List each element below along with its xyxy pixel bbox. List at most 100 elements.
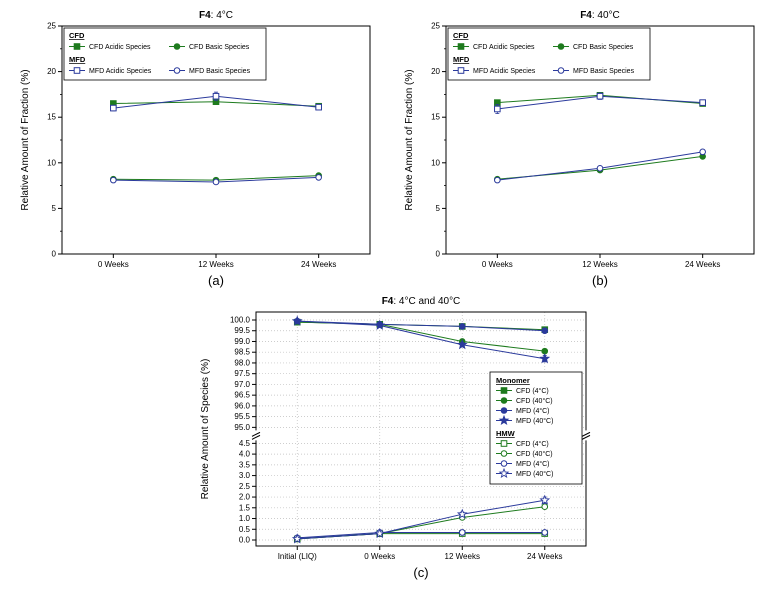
svg-text:MFD (40°C): MFD (40°C) bbox=[516, 470, 553, 478]
svg-text:Relative Amount of Species (%): Relative Amount of Species (%) bbox=[200, 359, 211, 500]
svg-text:0 Weeks: 0 Weeks bbox=[364, 552, 395, 561]
svg-text:99.0: 99.0 bbox=[234, 337, 250, 346]
plot-frame bbox=[255, 311, 587, 547]
svg-text:95.5: 95.5 bbox=[234, 412, 250, 421]
x-axis-ticks: 0 Weeks 12 Weeks 24 Weeks bbox=[98, 254, 336, 269]
svg-text:25: 25 bbox=[47, 22, 56, 31]
x-axis-ticks: Initial (LIQ) 0 Weeks 12 Weeks 24 Weeks bbox=[278, 546, 562, 561]
star-marker bbox=[291, 533, 303, 544]
svg-text:4.5: 4.5 bbox=[239, 439, 251, 448]
svg-text:Monomer: Monomer bbox=[496, 376, 530, 385]
svg-text:MFD Basic Species: MFD Basic Species bbox=[573, 68, 635, 75]
y-axis-ticks: 0 5 10 15 20 25 bbox=[47, 22, 62, 259]
circle-marker bbox=[500, 397, 508, 404]
svg-text:MFD Acidic Species: MFD Acidic Species bbox=[473, 68, 536, 75]
svg-text:2.0: 2.0 bbox=[239, 493, 251, 502]
circle-marker bbox=[173, 43, 181, 50]
svg-text:15: 15 bbox=[431, 113, 440, 122]
chart-title: F4: 40°C bbox=[580, 10, 620, 21]
y-axis-label: Relative Amount of Species (%) bbox=[200, 359, 211, 500]
svg-text:20: 20 bbox=[431, 67, 440, 76]
data-series bbox=[494, 92, 706, 184]
y-axis-label: Relative Amount of Fraction (%) bbox=[404, 69, 415, 210]
square-marker bbox=[212, 92, 220, 100]
svg-text:0: 0 bbox=[436, 250, 441, 259]
svg-text:3.0: 3.0 bbox=[239, 471, 251, 480]
square-marker bbox=[73, 43, 81, 50]
series-HMW-MFD (40°C) bbox=[291, 494, 551, 544]
svg-text:CFD Basic Species: CFD Basic Species bbox=[189, 44, 250, 51]
svg-text:95.0: 95.0 bbox=[234, 423, 250, 432]
svg-text:CFD: CFD bbox=[69, 31, 85, 40]
svg-text:CFD (40°C): CFD (40°C) bbox=[516, 450, 553, 458]
caption-c: (c) bbox=[413, 565, 429, 580]
star-marker bbox=[539, 494, 551, 505]
series-MFD Acidic Species bbox=[110, 91, 322, 112]
series-Monomer-MFD (4°C) bbox=[293, 317, 549, 335]
chart-a: 0 5 10 15 20 25 0 Weeks 12 Weeks 24 Weeks F4: 4°C… bbox=[20, 10, 371, 269]
legend: Monomer CFD (4°C) CFD (40°C) MFD (4°C) MFD (… bbox=[489, 371, 583, 485]
circle-marker bbox=[173, 67, 181, 74]
svg-text:3.5: 3.5 bbox=[239, 460, 251, 469]
star-marker bbox=[374, 527, 386, 539]
svg-text:12 Weeks: 12 Weeks bbox=[582, 260, 617, 269]
svg-text:12 Weeks: 12 Weeks bbox=[445, 552, 480, 561]
circle-marker bbox=[699, 148, 706, 156]
caption-a: (a) bbox=[208, 273, 224, 288]
circle-marker bbox=[494, 176, 501, 184]
svg-text:96.5: 96.5 bbox=[234, 391, 250, 400]
chart-b: 0 5 10 15 20 25 0 Weeks 12 Weeks 24 Weeks F4: 40°… bbox=[404, 10, 755, 269]
circle-marker bbox=[541, 327, 549, 335]
series-HMW-MFD (4°C) bbox=[293, 529, 549, 542]
svg-text:96.0: 96.0 bbox=[234, 401, 250, 410]
x-axis-ticks: 0 Weeks 12 Weeks 24 Weeks bbox=[482, 254, 720, 269]
circle-marker bbox=[541, 529, 549, 536]
svg-text:2.5: 2.5 bbox=[239, 482, 251, 491]
svg-text:0.5: 0.5 bbox=[239, 525, 251, 534]
circle-marker bbox=[500, 450, 508, 457]
gridlines bbox=[256, 312, 586, 546]
svg-text:Relative Amount of Fraction (%: Relative Amount of Fraction (%) bbox=[404, 69, 415, 210]
svg-text:MFD Acidic Species: MFD Acidic Species bbox=[89, 68, 152, 75]
caption-b: (b) bbox=[592, 273, 608, 288]
star-marker bbox=[456, 508, 468, 519]
svg-text:0: 0 bbox=[52, 250, 57, 259]
svg-text:CFD Basic Species: CFD Basic Species bbox=[573, 44, 634, 51]
svg-text:97.0: 97.0 bbox=[234, 380, 250, 389]
svg-text:10: 10 bbox=[47, 158, 56, 167]
svg-text:CFD Acidic Species: CFD Acidic Species bbox=[473, 44, 535, 51]
svg-text:98.0: 98.0 bbox=[234, 358, 250, 367]
axis-break bbox=[251, 430, 591, 441]
y-axis-label: Relative Amount of Fraction (%) bbox=[20, 69, 31, 210]
circle-marker bbox=[458, 323, 466, 330]
series-MFD Basic Species bbox=[110, 174, 322, 186]
star-marker bbox=[498, 414, 510, 426]
star-marker bbox=[291, 315, 303, 326]
svg-text:4.0: 4.0 bbox=[239, 450, 251, 459]
svg-text:97.5: 97.5 bbox=[234, 369, 250, 378]
square-marker bbox=[500, 440, 508, 447]
svg-text:100.0: 100.0 bbox=[230, 316, 251, 325]
svg-text:1.5: 1.5 bbox=[239, 503, 251, 512]
circle-marker bbox=[212, 178, 220, 186]
svg-text:10: 10 bbox=[431, 158, 440, 167]
star-marker bbox=[456, 339, 468, 350]
svg-text:25: 25 bbox=[431, 22, 440, 31]
svg-text:1.0: 1.0 bbox=[239, 514, 251, 523]
star-marker bbox=[498, 467, 510, 479]
data-series bbox=[291, 315, 551, 544]
panel-a: 0 5 10 15 20 25 0 Weeks 12 Weeks 24 Weeks F4: 4°C… bbox=[16, 4, 384, 288]
square-marker bbox=[457, 43, 465, 50]
square-marker bbox=[315, 103, 322, 111]
square-marker bbox=[494, 105, 501, 113]
chart-c: 100.099.5 99.0 98.598.0 97.5 97.0 96.596.0 95.… bbox=[200, 296, 591, 561]
legend: CFD CFD Acidic Species CFD Basic Species MF… bbox=[447, 27, 651, 81]
svg-text:15: 15 bbox=[47, 113, 56, 122]
svg-text:MFD (4°C): MFD (4°C) bbox=[516, 460, 550, 468]
svg-text:12 Weeks: 12 Weeks bbox=[198, 260, 233, 269]
svg-text:MFD: MFD bbox=[69, 55, 86, 64]
svg-text:24 Weeks: 24 Weeks bbox=[685, 260, 720, 269]
square-marker bbox=[73, 67, 81, 74]
circle-marker bbox=[315, 174, 322, 181]
svg-text:MFD: MFD bbox=[453, 55, 470, 64]
